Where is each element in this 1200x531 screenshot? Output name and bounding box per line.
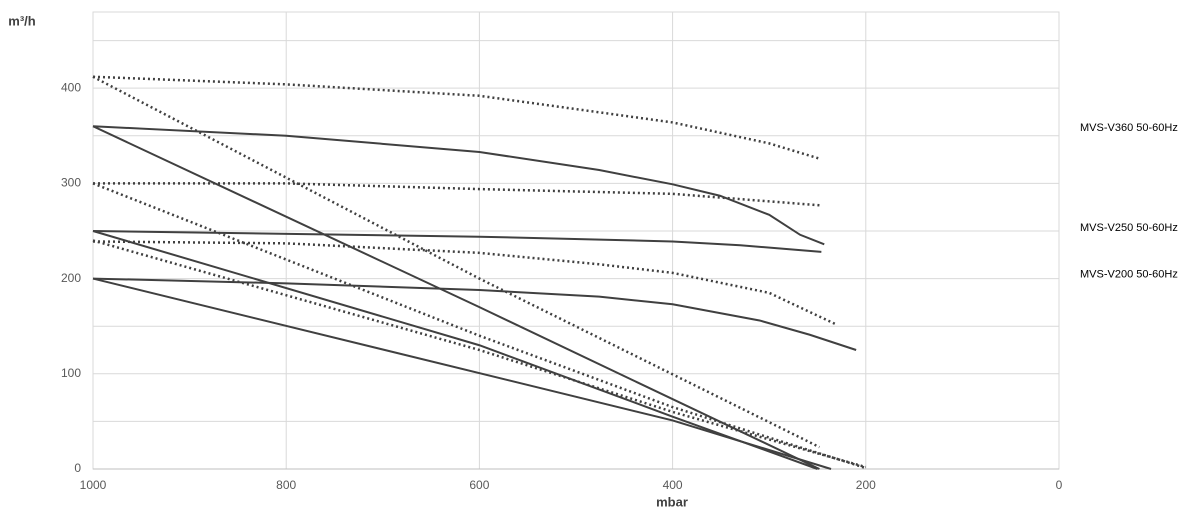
dotted-curve xyxy=(92,75,820,449)
series-annotation: MVS-V360 50-60Hz xyxy=(1080,122,1178,134)
x-tick-label: 0 xyxy=(1056,478,1063,492)
solid-curve xyxy=(92,125,825,246)
y-tick-label: 400 xyxy=(61,80,81,94)
y-tick-label: 200 xyxy=(61,271,81,285)
x-tick-label: 1000 xyxy=(80,478,107,492)
solid-curve xyxy=(92,277,857,351)
x-tick-label: 600 xyxy=(469,478,489,492)
dotted-curve xyxy=(93,182,820,207)
solid-curve xyxy=(92,230,818,470)
y-tick-label: 100 xyxy=(61,366,81,380)
solid-curve xyxy=(92,229,822,253)
dotted-curve xyxy=(92,240,837,326)
x-axis-title: mbar xyxy=(656,494,688,509)
series-annotation: MVS-V200 50-60Hz xyxy=(1080,269,1178,281)
x-tick-label: 200 xyxy=(856,478,876,492)
y-tick-label: 300 xyxy=(61,176,81,190)
dotted-curve xyxy=(92,239,867,469)
solid-curve xyxy=(92,277,832,470)
x-tick-label: 400 xyxy=(663,478,683,492)
y-axis-title: m³/h xyxy=(8,13,36,28)
solid-curve xyxy=(92,125,820,470)
dotted-curve xyxy=(92,75,820,160)
y-tick-label: 0 xyxy=(74,461,81,475)
series-annotation: MVS-V250 50-60Hz xyxy=(1080,222,1178,234)
x-tick-label: 800 xyxy=(276,478,296,492)
